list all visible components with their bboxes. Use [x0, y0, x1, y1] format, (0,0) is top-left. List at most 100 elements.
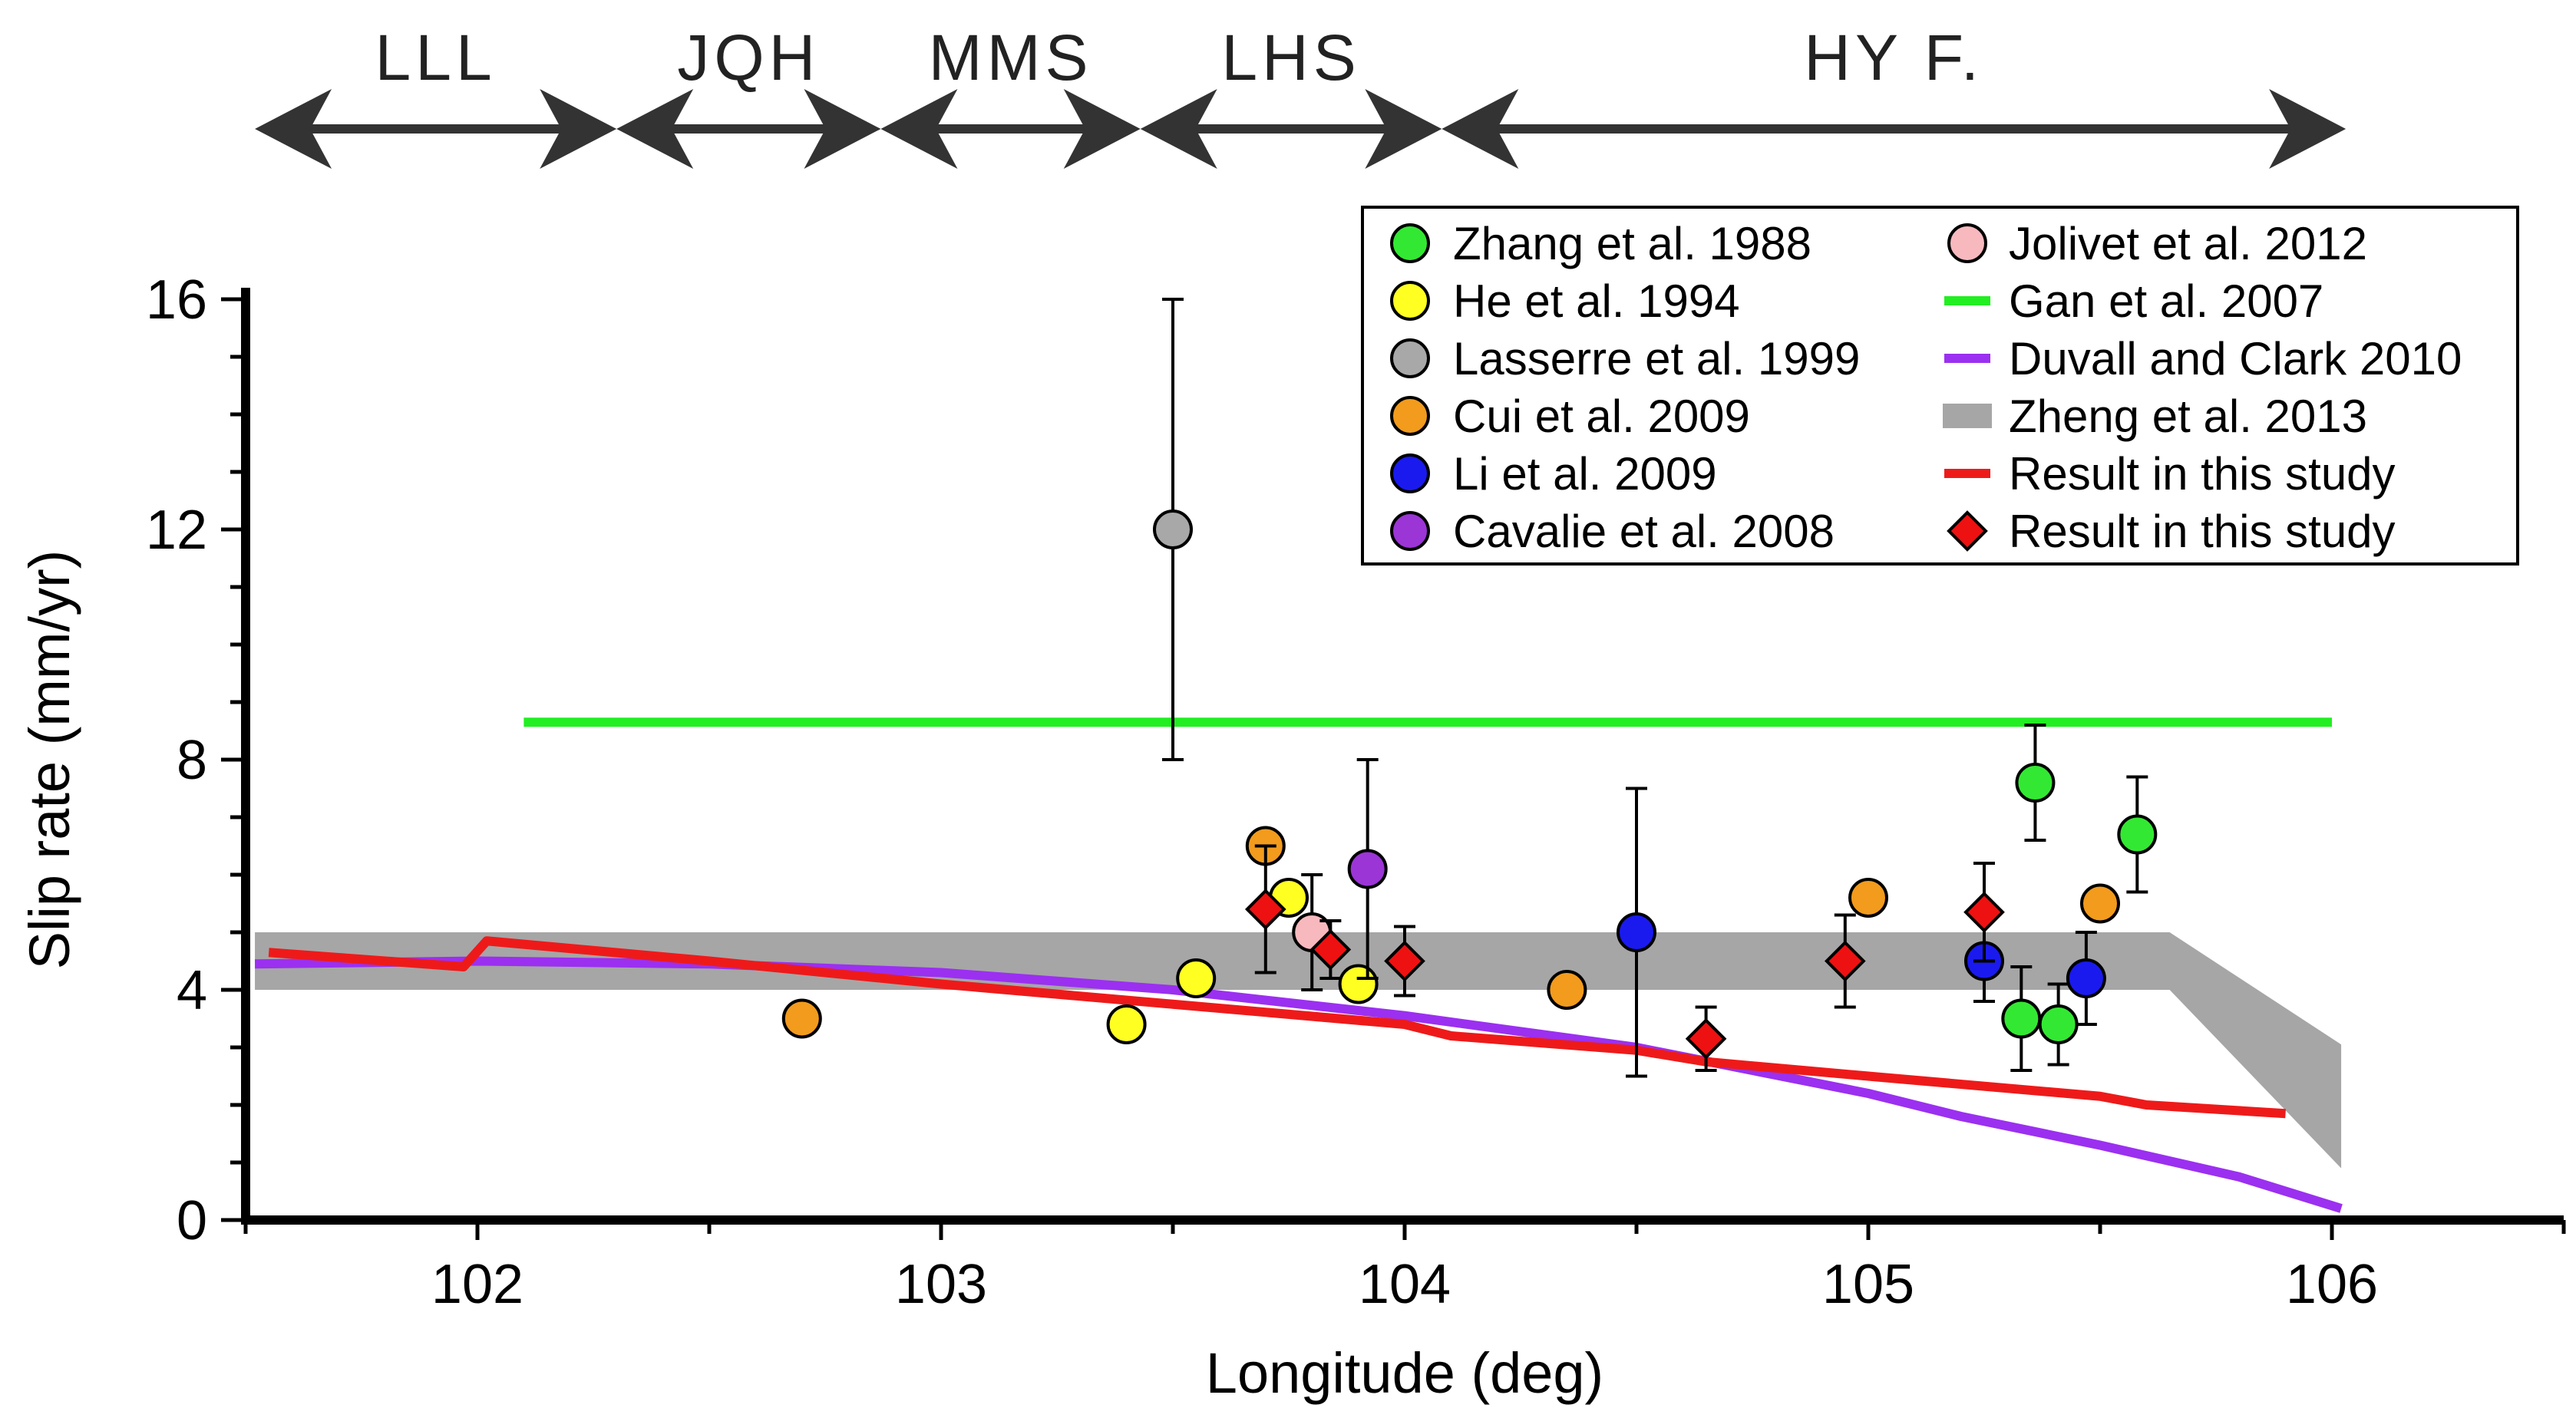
data-point [2001, 998, 2042, 1039]
data-point-diamond [1824, 940, 1866, 982]
data-point-diamond [1963, 891, 2005, 933]
legend-item-result-in-this-study: Result in this study [1947, 506, 2396, 557]
data-point-diamond [1244, 889, 1286, 930]
fault-segments: LLL JQH MMS LHS HY F. [255, 21, 2346, 169]
data-point-diamond [1309, 928, 1352, 971]
legend-label: He et al. 1994 [1453, 275, 1740, 327]
data-point [1617, 912, 1656, 952]
data-point [2015, 763, 2056, 803]
legend-label: Duvall and Clark 2010 [2009, 333, 2462, 384]
y-tick-label: 16 [146, 269, 207, 331]
legend-item-cui-et-al-2009: Cui et al. 2009 [1390, 391, 1750, 442]
legend-item-cavalie-et-al-2008: Cavalie et al. 2008 [1390, 506, 1835, 557]
data-point [781, 998, 822, 1039]
y-tick-label: 0 [177, 1190, 207, 1251]
legend-item-li-et-al-2009: Li et al. 2009 [1390, 448, 1717, 500]
line-result-in-this-study [268, 936, 2286, 1119]
legend-label: Zheng et al. 2013 [2009, 391, 2367, 442]
legend-symbol-circle [1947, 223, 1987, 263]
legend-box [1361, 206, 2519, 566]
band-zheng-et-al-2013 [255, 932, 2342, 1169]
data-point [1547, 970, 1587, 1010]
x-axis-title: Longitude (deg) [1206, 1341, 1603, 1405]
y-tick-label: 4 [177, 960, 207, 1021]
segment-label: HY F. [1804, 21, 1983, 94]
segment-arrowhead-left [1442, 89, 1519, 169]
data-point [2080, 883, 2120, 924]
legend-item-jolivet-et-al-2012: Jolivet et al. 2012 [1947, 218, 2367, 269]
legend-label: Jolivet et al. 2012 [2009, 218, 2367, 269]
legend-symbol-circle [1390, 511, 1430, 551]
x-tick-label: 106 [2286, 1254, 2378, 1315]
segment-label: MMS [929, 21, 1093, 94]
line-duvall-and-clark-2010 [255, 956, 2343, 1213]
series-result-in-this-study [1244, 844, 2005, 1072]
series-lasserre-et-al-1999 [1153, 298, 1193, 761]
segment-arrowhead-left [880, 89, 958, 169]
legend-label: Result in this study [2009, 448, 2396, 500]
segment-label: JQH [677, 21, 820, 94]
legend-item-he-et-al-1994: He et al. 1994 [1390, 275, 1740, 327]
data-point [1848, 878, 1888, 918]
legend-label: Cui et al. 2009 [1453, 391, 1750, 442]
segment-arrowhead-right [2269, 89, 2346, 169]
data-point [1176, 958, 1217, 998]
legend-symbol-circle [1390, 396, 1430, 436]
x-tick-label: 104 [1359, 1254, 1451, 1315]
segment-arrowhead-left [616, 89, 694, 169]
segment-arrow-jqh: JQH [616, 21, 881, 169]
data-point [1153, 509, 1193, 549]
x-tick-label: 105 [1822, 1254, 1914, 1315]
y-axis-title: Slip rate (mm/yr) [18, 550, 81, 970]
line-layer [255, 717, 2343, 1213]
segment-arrowhead-right [1063, 89, 1141, 169]
segment-arrowhead-right [804, 89, 881, 169]
y-tick-label: 12 [146, 500, 207, 561]
legend-label: Zhang et al. 1988 [1453, 218, 1811, 269]
axis-ticks: 0 4 8 12 16 102 103 104 105 106 [146, 269, 2566, 1315]
series-cavalie-et-al-2008 [1347, 758, 1388, 980]
segment-label: LLL [375, 21, 497, 94]
series-zhang-et-al-1988 [2001, 724, 2158, 1072]
segment-label: LHS [1221, 21, 1360, 94]
legend-symbol-circle [1390, 338, 1430, 378]
data-point [1347, 849, 1388, 889]
data-point [2117, 814, 2158, 855]
series-he-et-al-1994 [1106, 878, 1379, 1044]
segment-arrowhead-left [255, 89, 332, 169]
segment-arrowhead-left [1140, 89, 1217, 169]
data-point [1338, 964, 1379, 1004]
legend-item-zheng-et-al-2013: Zheng et al. 2013 [1943, 391, 2367, 442]
segment-arrowhead-right [540, 89, 617, 169]
data-point [1106, 1004, 1147, 1044]
legend-symbol-circle [1390, 223, 1430, 263]
legend-symbol-circle [1390, 281, 1430, 321]
legend: Zhang et al. 1988 He et al. 1994 Lasserre … [1361, 206, 2519, 566]
legend-label: Cavalie et al. 2008 [1453, 506, 1835, 557]
band-layer [255, 932, 2342, 1169]
legend-item-zhang-et-al-1988: Zhang et al. 1988 [1390, 218, 1811, 269]
segment-arrow-mms: MMS [880, 21, 1141, 169]
data-point-diamond [1685, 1017, 1727, 1060]
point-layer [781, 298, 2158, 1078]
data-point [2066, 958, 2106, 998]
legend-item-result-in-this-study: Result in this study [1944, 448, 2396, 500]
data-point [2038, 1004, 2079, 1044]
y-tick-label: 8 [177, 730, 207, 791]
legend-symbol-band [1943, 404, 1992, 428]
segment-arrow-lll: LLL [255, 21, 617, 169]
segment-arrowhead-right [1365, 89, 1442, 169]
legend-symbol-circle [1390, 453, 1430, 493]
legend-label: Li et al. 2009 [1453, 448, 1717, 500]
legend-label: Lasserre et al. 1999 [1453, 333, 1860, 384]
legend-item-duvall-and-clark-2010: Duvall and Clark 2010 [1944, 333, 2462, 384]
segment-arrow-hy-f: HY F. [1442, 21, 2346, 169]
segment-arrow-lhs: LHS [1140, 21, 1442, 169]
legend-label: Result in this study [2009, 506, 2396, 557]
legend-item-gan-et-al-2007: Gan et al. 2007 [1944, 275, 2323, 327]
axes [241, 288, 2564, 1225]
legend-item-lasserre-et-al-1999: Lasserre et al. 1999 [1390, 333, 1860, 384]
x-tick-label: 103 [895, 1254, 987, 1315]
x-tick-label: 102 [431, 1254, 523, 1315]
